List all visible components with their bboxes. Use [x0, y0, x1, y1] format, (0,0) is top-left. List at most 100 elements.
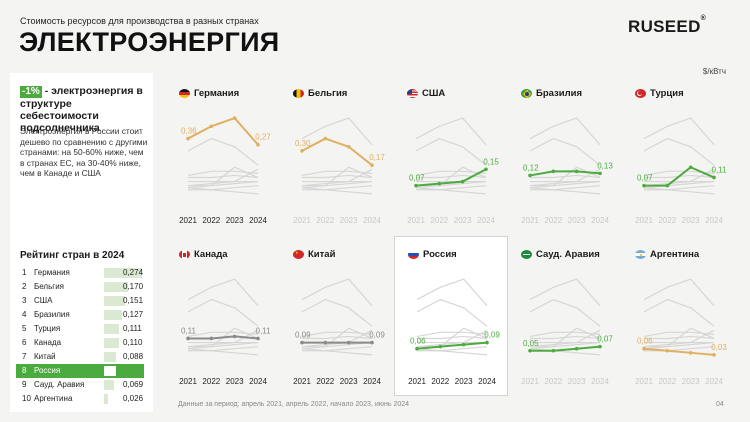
- context-line: [643, 341, 715, 350]
- x-tick-label: 2021: [635, 377, 653, 386]
- x-tick-label: 2021: [407, 216, 425, 225]
- x-tick-label: 2022: [430, 216, 448, 225]
- x-tick-label: 2022: [202, 216, 220, 225]
- context-line: [529, 298, 601, 327]
- x-tick-label: 2021: [179, 377, 197, 386]
- context-line: [643, 180, 715, 189]
- series-line: [187, 117, 259, 146]
- data-label: 0,11: [181, 326, 197, 335]
- data-label: 0,27: [255, 133, 271, 142]
- country-chart: 0,07 0,15 2021 2022 2023 2024: [407, 117, 499, 225]
- rank-bar: [104, 366, 117, 376]
- data-label: 0,09: [484, 331, 500, 340]
- data-point: [186, 136, 190, 141]
- context-line: [301, 187, 373, 195]
- context-line: [529, 348, 601, 356]
- unit-label: $/кВтч: [702, 67, 726, 76]
- context-line: [530, 185, 601, 191]
- context-line: [416, 185, 487, 191]
- x-tick-label: 2022: [544, 377, 562, 386]
- series-line: [415, 168, 487, 187]
- data-point: [460, 179, 465, 184]
- rank-country: США: [34, 296, 53, 305]
- ranking-row: 2 Бельгия 0,170: [16, 280, 144, 294]
- data-point: [688, 351, 693, 355]
- rank-value: 0,170: [123, 282, 144, 291]
- context-line: [643, 168, 715, 187]
- data-point: [232, 334, 237, 339]
- context-line: [301, 298, 373, 327]
- data-point: [209, 336, 214, 341]
- rank-bar: [104, 296, 125, 306]
- ranking-row: 3 США 0,151: [16, 294, 144, 308]
- context-line: [187, 329, 259, 348]
- rank-bar: [104, 324, 120, 334]
- data-label: 0,11: [256, 326, 272, 335]
- data-point: [323, 136, 328, 141]
- ruseed-logo: RUSEED®: [628, 15, 707, 36]
- data-point: [370, 340, 374, 345]
- x-tick-label: 2021: [179, 216, 197, 225]
- x-tick-label: 2021: [408, 377, 426, 386]
- data-point: [370, 163, 374, 167]
- rank-number: 1: [22, 268, 27, 277]
- data-point: [346, 144, 351, 149]
- rank-bar: [104, 268, 142, 278]
- series-line: [416, 341, 488, 350]
- data-point: [665, 183, 670, 188]
- rank-bar: [104, 310, 122, 320]
- x-tick-label: 2023: [340, 377, 358, 386]
- context-line: [187, 278, 259, 307]
- rank-country: Бразилия: [34, 310, 70, 319]
- panel-country-title: Россия: [423, 249, 457, 260]
- context-line: [187, 187, 259, 195]
- rank-value: 0,151: [123, 296, 144, 305]
- data-label: 0,09: [369, 331, 385, 340]
- data-label: 0,13: [597, 161, 613, 170]
- ranking-row: 7 Китай 0,088: [16, 350, 144, 364]
- data-label: 0,11: [712, 165, 728, 174]
- ranking-row: 5 Турция 0,111: [16, 322, 144, 336]
- canada-flag-icon: [179, 250, 190, 259]
- rank-number: 4: [22, 310, 27, 319]
- rank-country: Канада: [34, 338, 62, 347]
- rank-value: 0,274: [123, 268, 144, 277]
- context-line: [302, 346, 373, 352]
- brazil-flag-icon: [521, 89, 532, 98]
- page-title: ЭЛЕКТРОЭНЕРГИЯ: [19, 27, 280, 57]
- series-line: [529, 170, 601, 177]
- rank-country: Германия: [34, 268, 70, 277]
- context-line: [644, 335, 715, 340]
- supertitle: Стоимость ресурсов для производства в ра…: [20, 16, 259, 26]
- data-label: 0,03: [711, 343, 727, 352]
- context-line: [301, 117, 373, 146]
- panel-country-title: Бельгия: [308, 88, 348, 99]
- china-flag-icon: ★: [293, 250, 304, 259]
- panel-country-title: Германия: [194, 88, 240, 99]
- germany-flag-icon: [179, 89, 190, 98]
- sidebar-panel: -1% - электроэнергия в структуре себесто…: [10, 73, 153, 412]
- country-chart: 0,11 0,11 2021 2022 2023 2024: [179, 278, 272, 386]
- rank-number: 8: [22, 366, 27, 375]
- data-point: [346, 340, 351, 345]
- ranking-row: 9 Сауд. Аравия 0,069: [16, 378, 144, 392]
- country-panel: 0,36 0,27 2021 2022 2023 2024 Германия: [172, 76, 286, 236]
- context-line: [301, 341, 373, 350]
- panel-country-title: США: [422, 88, 446, 99]
- data-point: [438, 344, 443, 349]
- data-point: [414, 183, 418, 188]
- x-tick-label: 2023: [340, 216, 358, 225]
- data-label: 0,07: [637, 174, 653, 183]
- context-line: [301, 168, 373, 187]
- x-tick-label: 2023: [682, 377, 700, 386]
- ranking-row: 4 Бразилия 0,127: [16, 308, 144, 322]
- x-tick-label: 2021: [521, 377, 539, 386]
- ranking-row: 1 Германия 0,274: [16, 266, 144, 280]
- rank-country: Бельгия: [34, 282, 64, 291]
- rank-value: 0,110: [123, 338, 143, 347]
- country-chart: 0,07 0,11 2021 2022 2023 2024: [635, 117, 728, 225]
- panel-country-title: Китай: [308, 249, 336, 260]
- context-line: [643, 187, 715, 195]
- x-tick-label: 2021: [293, 216, 311, 225]
- context-line: [416, 298, 488, 327]
